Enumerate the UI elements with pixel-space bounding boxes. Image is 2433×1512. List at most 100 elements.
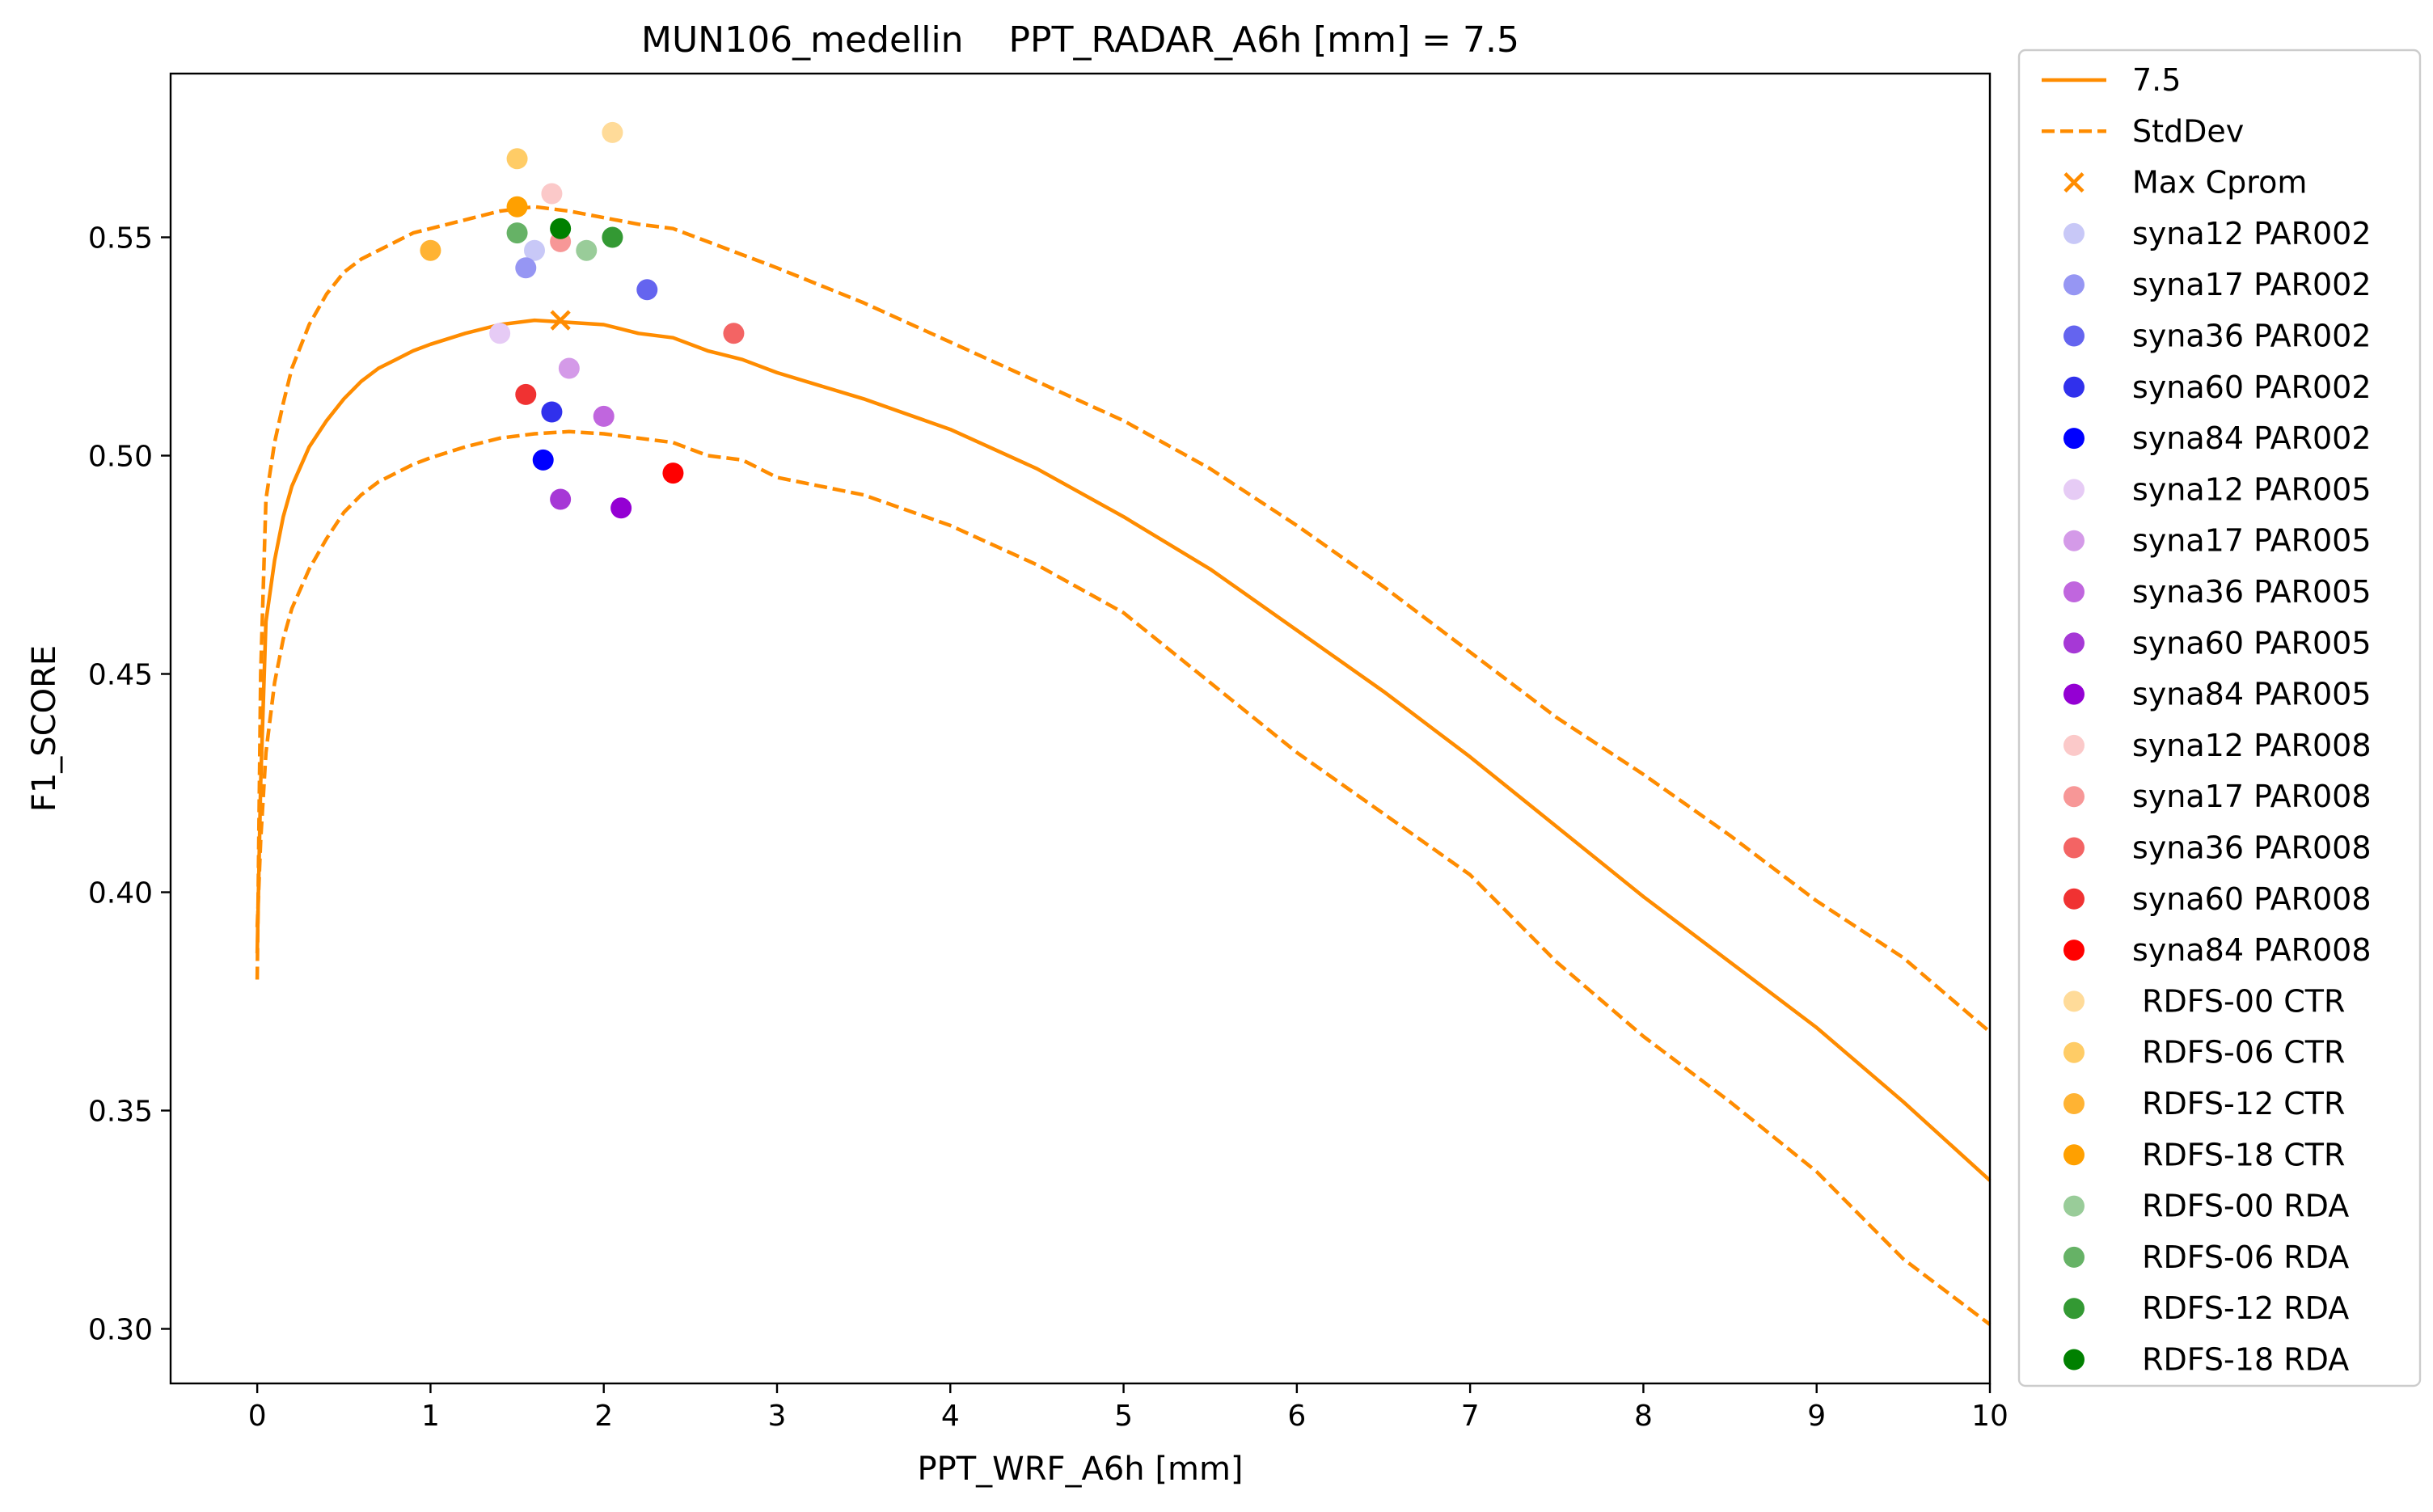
- legend-label: syna60 PAR002: [2132, 370, 2372, 405]
- legend-entry: syna36 PAR002: [2063, 319, 2372, 354]
- legend: 7.5 StdDev Max Cprom syna12 PAR002 syna17 PA…: [2017, 49, 2422, 1387]
- legend-label: syna84 PAR002: [2132, 420, 2372, 456]
- legend-entry: syna84 PAR008: [2063, 932, 2372, 968]
- plot-points: [420, 121, 745, 519]
- legend-items: 7.5 StdDev Max Cprom syna12 PAR002 syna17 PA…: [2042, 62, 2372, 1378]
- legend-label: RDFS-06 CTR: [2132, 1035, 2345, 1071]
- legend-label: RDFS-18 RDA: [2132, 1342, 2349, 1378]
- point-rdfs-00-ctr: [602, 121, 623, 143]
- x-axis-label: PPT_WRF_A6h [mm]: [917, 1451, 1243, 1488]
- legend-entry: syna84 PAR002: [2063, 420, 2372, 456]
- legend-label: StdDev: [2132, 113, 2244, 149]
- legend-entry: 7.5: [2042, 62, 2181, 98]
- point-syna60-par008: [515, 383, 537, 405]
- x-tick-label: 4: [941, 1400, 960, 1433]
- legend-entry: syna60 PAR005: [2063, 625, 2372, 661]
- legend-label: RDFS-18 CTR: [2132, 1137, 2345, 1172]
- legend-label: syna60 PAR008: [2132, 881, 2372, 917]
- legend-label: RDFS-00 RDA: [2132, 1189, 2349, 1224]
- point-syna60-par005: [550, 488, 572, 510]
- legend-entry: syna12 PAR008: [2063, 728, 2372, 763]
- legend-swatch-dot: [2063, 1144, 2085, 1166]
- legend-label: syna17 PAR008: [2132, 779, 2372, 814]
- series-line-mean: [255, 318, 1992, 1182]
- legend-swatch-dot: [2063, 530, 2085, 551]
- y-tick-label: 0.30: [88, 1314, 153, 1347]
- point-syna84-par005: [610, 497, 632, 519]
- point-syna84-par008: [662, 462, 684, 484]
- legend-swatch-dot: [2063, 683, 2085, 705]
- legend-entry: syna17 PAR005: [2063, 523, 2372, 559]
- point-rdfs-06-rda: [506, 222, 528, 244]
- legend-entry: RDFS-00 CTR: [2063, 983, 2345, 1019]
- legend-swatch-dot: [2063, 1349, 2085, 1371]
- point-rdfs-12-ctr: [420, 239, 441, 261]
- legend-entry: Max Cprom: [2063, 165, 2307, 201]
- x-tick-label: 8: [1634, 1400, 1653, 1433]
- point-syna60-par002: [541, 401, 563, 423]
- legend-label: RDFS-12 RDA: [2132, 1290, 2349, 1326]
- legend-label: Max Cprom: [2132, 165, 2307, 201]
- y-axis-label: F1_SCORE: [26, 645, 63, 812]
- point-rdfs-18-ctr: [506, 196, 528, 218]
- x-tick-label: 5: [1114, 1400, 1133, 1433]
- y-tick-label: 0.45: [88, 659, 153, 692]
- x-tick-label: 7: [1461, 1400, 1480, 1433]
- plot-lines: [255, 205, 1992, 1326]
- x-tick-label: 0: [248, 1400, 267, 1433]
- legend-label: RDFS-00 CTR: [2132, 983, 2345, 1019]
- series-line-stddev-upper: [255, 205, 1992, 1034]
- max-cprom-marker: [550, 310, 571, 331]
- y-tick-label: 0.35: [88, 1096, 153, 1129]
- legend-entry: syna17 PAR002: [2063, 267, 2372, 302]
- legend-label: syna84 PAR008: [2132, 932, 2372, 968]
- legend-swatch-dot: [2063, 1246, 2085, 1268]
- point-rdfs-00-rda: [576, 239, 598, 261]
- legend-swatch-dot: [2063, 581, 2085, 602]
- series-line-stddev-lower: [255, 429, 1992, 1326]
- legend-label: syna12 PAR002: [2132, 216, 2372, 251]
- legend-entry: StdDev: [2042, 113, 2244, 149]
- x-tick-label: 2: [594, 1400, 613, 1433]
- legend-swatch-dot: [2063, 376, 2085, 398]
- x-tick-label: 1: [421, 1400, 440, 1433]
- point-syna17-par005: [558, 357, 580, 379]
- point-syna17-par002: [515, 257, 537, 279]
- legend-swatch-dot: [2063, 888, 2085, 910]
- legend-swatch-dot: [2063, 325, 2085, 347]
- point-rdfs-12-rda: [602, 226, 623, 248]
- legend-entry: syna12 PAR005: [2063, 471, 2372, 507]
- legend-label: RDFS-12 CTR: [2132, 1086, 2345, 1121]
- legend-entry: syna17 PAR008: [2063, 779, 2372, 814]
- point-rdfs-18-rda: [550, 218, 572, 239]
- legend-swatch-x-marker: [2063, 172, 2085, 193]
- legend-label: syna12 PAR005: [2132, 471, 2372, 507]
- legend-entry: syna60 PAR002: [2063, 370, 2372, 405]
- y-axis-ticks: 0.30 0.35 0.40 0.45 0.50 0.55: [88, 222, 171, 1347]
- legend-entry: syna36 PAR008: [2063, 830, 2372, 866]
- x-axis-ticks: 0 1 2 3 4 5 6 7 8 9 10: [248, 1383, 2008, 1433]
- legend-label: syna17 PAR002: [2132, 267, 2372, 302]
- legend-swatch-dot: [2063, 1298, 2085, 1320]
- legend-entry: RDFS-18 CTR: [2063, 1137, 2345, 1172]
- x-tick-label: 6: [1287, 1400, 1306, 1433]
- legend-label: 7.5: [2132, 62, 2181, 98]
- legend-entry: syna60 PAR008: [2063, 881, 2372, 917]
- legend-label: syna36 PAR005: [2132, 574, 2372, 610]
- legend-entry: syna12 PAR002: [2063, 216, 2372, 251]
- point-syna12-par005: [489, 323, 511, 344]
- point-syna12-par008: [541, 183, 563, 205]
- point-syna36-par008: [723, 323, 745, 344]
- plot-area-frame: [169, 72, 1992, 1385]
- legend-swatch-dot: [2063, 1041, 2085, 1063]
- legend-label: syna12 PAR008: [2132, 728, 2372, 763]
- legend-swatch-dot: [2063, 274, 2085, 296]
- legend-entry: RDFS-12 RDA: [2063, 1290, 2349, 1326]
- point-syna36-par005: [593, 405, 615, 427]
- legend-entry: RDFS-06 RDA: [2063, 1240, 2349, 1275]
- legend-entry: RDFS-00 RDA: [2063, 1189, 2349, 1224]
- point-syna84-par002: [532, 449, 554, 471]
- point-syna12-par002: [524, 239, 545, 261]
- legend-frame: [2017, 49, 2422, 1387]
